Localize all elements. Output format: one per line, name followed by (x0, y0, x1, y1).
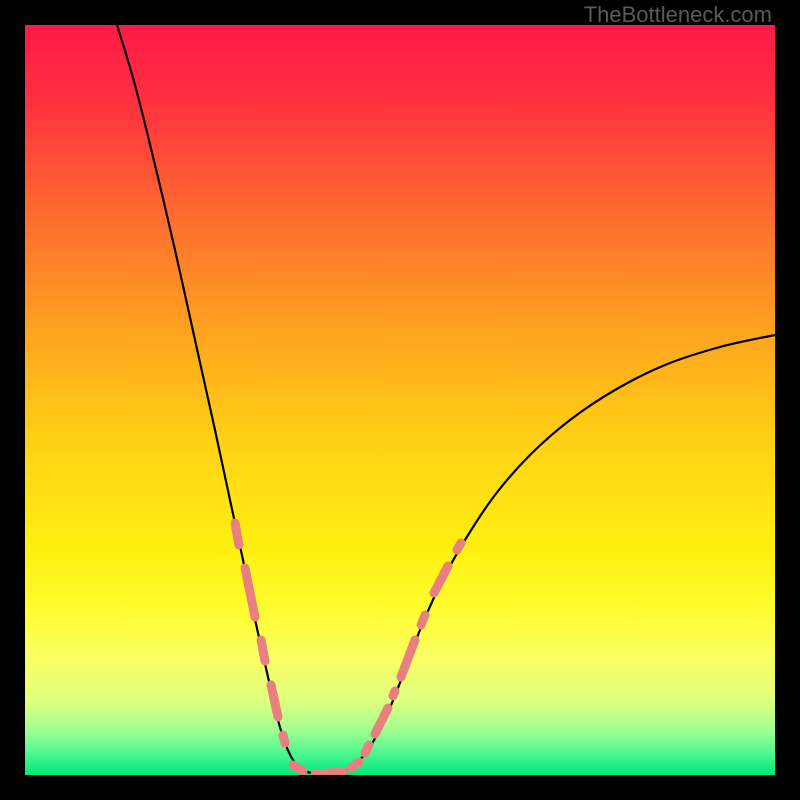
dash-segment (293, 765, 303, 771)
plot-area (25, 25, 775, 775)
dash-segment (401, 640, 415, 677)
v-curve (117, 25, 775, 774)
dash-segment (245, 568, 255, 617)
dash-segment (261, 640, 265, 661)
dash-segment (375, 708, 388, 734)
dash-segment (235, 523, 239, 545)
dash-segment (271, 685, 278, 717)
curve-layer (25, 25, 775, 775)
dash-segment (393, 691, 395, 696)
dash-overlay (235, 523, 461, 774)
dash-segment (457, 543, 461, 550)
chart-canvas: TheBottleneck.com (0, 0, 800, 800)
dash-segment (351, 762, 359, 768)
dash-segment (315, 772, 343, 774)
dash-segment (365, 745, 369, 753)
watermark-text: TheBottleneck.com (584, 2, 772, 28)
dash-segment (283, 735, 285, 743)
dash-segment (434, 566, 448, 593)
dash-segment (421, 615, 425, 625)
